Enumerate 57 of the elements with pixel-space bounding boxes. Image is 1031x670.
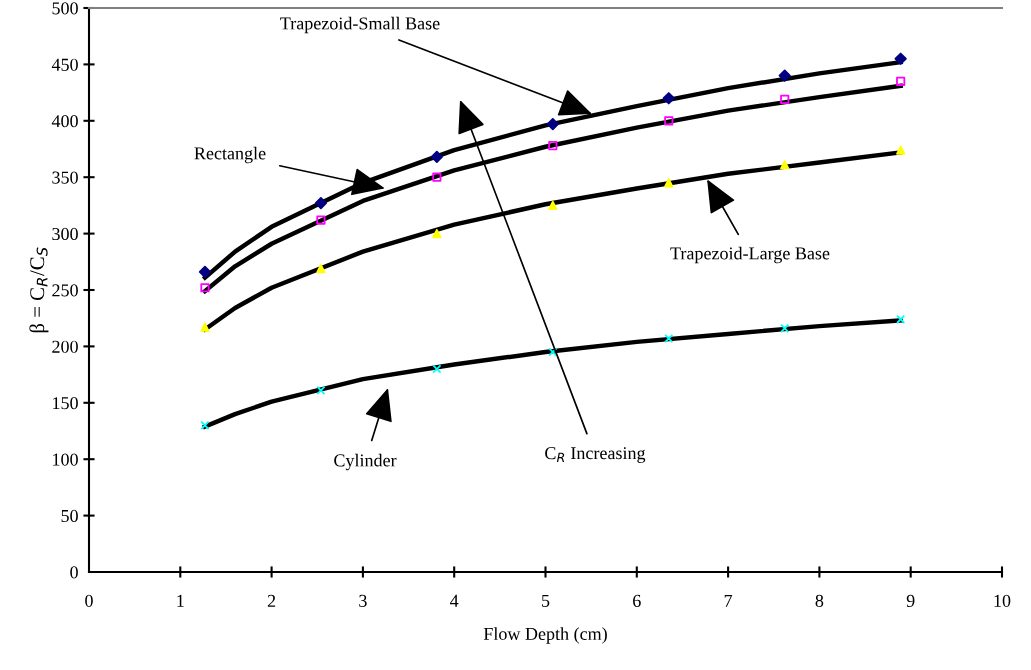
point xyxy=(664,333,674,344)
point xyxy=(662,92,675,105)
x-tick-label: 0 xyxy=(85,594,93,607)
x-tick-label: 3 xyxy=(359,594,367,607)
point xyxy=(780,160,790,170)
x-tick-label: 2 xyxy=(267,594,276,607)
x-tick-label: 7 xyxy=(724,594,733,607)
y-tick-label: 250 xyxy=(52,284,78,297)
point xyxy=(780,323,790,333)
y-tick-label: 150 xyxy=(53,397,78,410)
y-tick-label: 100 xyxy=(53,453,78,466)
x-axis-title: Flow Depth (cm) xyxy=(483,627,607,644)
x-tick-label: 1 xyxy=(177,594,184,607)
point xyxy=(430,150,443,163)
x-tick-label: 8 xyxy=(815,594,824,607)
point xyxy=(896,314,906,324)
point xyxy=(200,322,210,332)
y-tick-label: 0 xyxy=(70,566,78,579)
annotation: Trapezoid-Large Base xyxy=(670,246,830,264)
y-tick-label: 400 xyxy=(51,115,78,128)
x-tick-label: 5 xyxy=(542,594,550,607)
point xyxy=(316,215,326,225)
point xyxy=(432,364,442,374)
point xyxy=(548,347,558,357)
y-tick-label: 350 xyxy=(52,171,78,184)
point xyxy=(548,200,558,210)
point xyxy=(664,116,674,126)
x-tick-label: 6 xyxy=(633,594,641,607)
point xyxy=(896,76,906,86)
y-tick-label: 500 xyxy=(52,2,78,15)
x-tick-label: 4 xyxy=(450,594,459,607)
point xyxy=(200,283,210,293)
y-tick-label: 300 xyxy=(52,227,78,241)
point xyxy=(432,172,442,182)
point xyxy=(314,197,328,210)
y-tick-label: 450 xyxy=(51,58,78,71)
point xyxy=(896,145,906,155)
annotation: Cylinder xyxy=(334,453,397,471)
point xyxy=(548,141,558,151)
annotation: Trapezoid-Small Base xyxy=(280,16,440,34)
point xyxy=(780,94,790,104)
y-axis-title: β = C$_{R}$/C$_{S}$ xyxy=(29,247,49,333)
point xyxy=(200,420,210,430)
point xyxy=(198,265,212,279)
point xyxy=(432,229,442,239)
point xyxy=(894,52,907,65)
annotation: C$_{R}$ Increasing xyxy=(545,447,646,463)
x-tick-label: 9 xyxy=(906,594,915,607)
point xyxy=(316,263,326,274)
y-tick-label: 50 xyxy=(61,509,78,523)
annotation: Rectangle xyxy=(194,146,266,164)
point xyxy=(778,69,791,82)
y-tick-label: 200 xyxy=(52,340,78,353)
point xyxy=(664,178,674,188)
point xyxy=(546,118,559,131)
x-tick-label: 10 xyxy=(994,594,1011,607)
point xyxy=(316,385,326,395)
